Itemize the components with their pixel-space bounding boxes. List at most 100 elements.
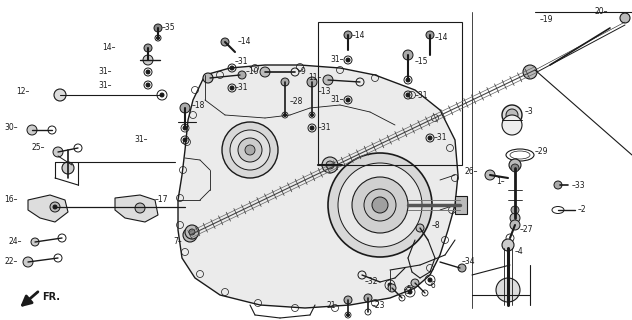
Circle shape: [509, 159, 521, 171]
Circle shape: [189, 229, 195, 235]
Text: –31: –31: [235, 58, 248, 67]
Circle shape: [245, 145, 255, 155]
Circle shape: [323, 75, 333, 85]
Circle shape: [406, 78, 410, 82]
Text: –6: –6: [428, 281, 437, 290]
Text: –10: –10: [246, 68, 260, 76]
Text: –19: –19: [540, 15, 554, 25]
Circle shape: [284, 114, 286, 116]
Text: –31: –31: [235, 84, 248, 92]
Circle shape: [388, 283, 392, 287]
Circle shape: [411, 279, 419, 287]
Polygon shape: [178, 65, 458, 308]
Circle shape: [346, 58, 350, 62]
Text: 24–: 24–: [8, 237, 22, 246]
Circle shape: [154, 24, 162, 32]
Circle shape: [310, 114, 313, 116]
Bar: [455, 196, 467, 214]
Circle shape: [54, 89, 66, 101]
Circle shape: [506, 109, 518, 121]
Circle shape: [511, 206, 519, 214]
Text: –5: –5: [404, 285, 413, 294]
Circle shape: [183, 138, 187, 142]
Text: 31–: 31–: [331, 95, 344, 105]
Circle shape: [180, 103, 190, 113]
Bar: [318, 22, 462, 165]
Circle shape: [503, 285, 513, 295]
Polygon shape: [115, 195, 158, 222]
Circle shape: [406, 93, 410, 97]
Circle shape: [230, 130, 270, 170]
Circle shape: [554, 181, 562, 189]
Text: 20–: 20–: [595, 7, 608, 17]
Circle shape: [185, 225, 199, 239]
Circle shape: [53, 147, 63, 157]
Text: 22–: 22–: [4, 258, 18, 267]
Circle shape: [53, 205, 57, 209]
Text: –31: –31: [318, 124, 332, 132]
Text: 16–: 16–: [4, 196, 18, 204]
Circle shape: [238, 71, 246, 79]
Text: –34: –34: [462, 258, 476, 267]
Circle shape: [403, 50, 413, 60]
Circle shape: [230, 66, 234, 70]
Circle shape: [416, 224, 424, 232]
Circle shape: [260, 67, 270, 77]
Circle shape: [222, 122, 278, 178]
Circle shape: [485, 170, 495, 180]
Text: –27: –27: [520, 226, 533, 235]
Text: –13: –13: [318, 87, 332, 97]
Text: 30–: 30–: [4, 124, 18, 132]
Text: 11–: 11–: [308, 74, 322, 83]
Text: 31–: 31–: [331, 55, 344, 65]
Circle shape: [144, 44, 152, 52]
Text: –31: –31: [415, 91, 428, 100]
Text: 1–: 1–: [496, 178, 505, 187]
Circle shape: [506, 288, 510, 292]
Circle shape: [157, 36, 159, 39]
Text: –14: –14: [352, 30, 365, 39]
Circle shape: [344, 31, 352, 39]
Text: 14–: 14–: [102, 44, 116, 52]
Text: –15: –15: [415, 58, 428, 67]
Circle shape: [143, 55, 153, 65]
Circle shape: [50, 202, 60, 212]
Text: –8: –8: [432, 220, 441, 229]
Circle shape: [620, 13, 630, 23]
Circle shape: [23, 257, 33, 267]
Text: 26–: 26–: [465, 167, 478, 177]
Circle shape: [352, 177, 408, 233]
Circle shape: [338, 163, 422, 247]
Circle shape: [510, 220, 520, 230]
Circle shape: [428, 136, 432, 140]
Circle shape: [183, 126, 187, 130]
Circle shape: [523, 65, 537, 79]
Circle shape: [238, 138, 262, 162]
Text: 21–: 21–: [327, 300, 340, 309]
Text: –31: –31: [434, 133, 447, 142]
Circle shape: [510, 213, 520, 223]
Circle shape: [346, 314, 349, 316]
Circle shape: [307, 77, 317, 87]
Polygon shape: [28, 195, 68, 222]
Circle shape: [27, 125, 37, 135]
Circle shape: [310, 126, 314, 130]
Text: –32: –32: [365, 277, 379, 286]
Circle shape: [31, 238, 39, 246]
Text: 7–: 7–: [173, 237, 182, 246]
Text: –4: –4: [515, 247, 524, 257]
Circle shape: [221, 38, 229, 46]
Circle shape: [458, 264, 466, 272]
Text: 25–: 25–: [32, 143, 45, 153]
Text: –29: –29: [535, 148, 549, 156]
Circle shape: [160, 93, 164, 97]
Circle shape: [146, 70, 150, 74]
Circle shape: [511, 164, 519, 172]
Text: –17: –17: [155, 196, 169, 204]
Circle shape: [187, 232, 193, 238]
Text: –35: –35: [162, 23, 176, 33]
Text: –14: –14: [238, 37, 252, 46]
Circle shape: [388, 284, 396, 292]
Circle shape: [502, 105, 522, 125]
Circle shape: [428, 278, 432, 282]
